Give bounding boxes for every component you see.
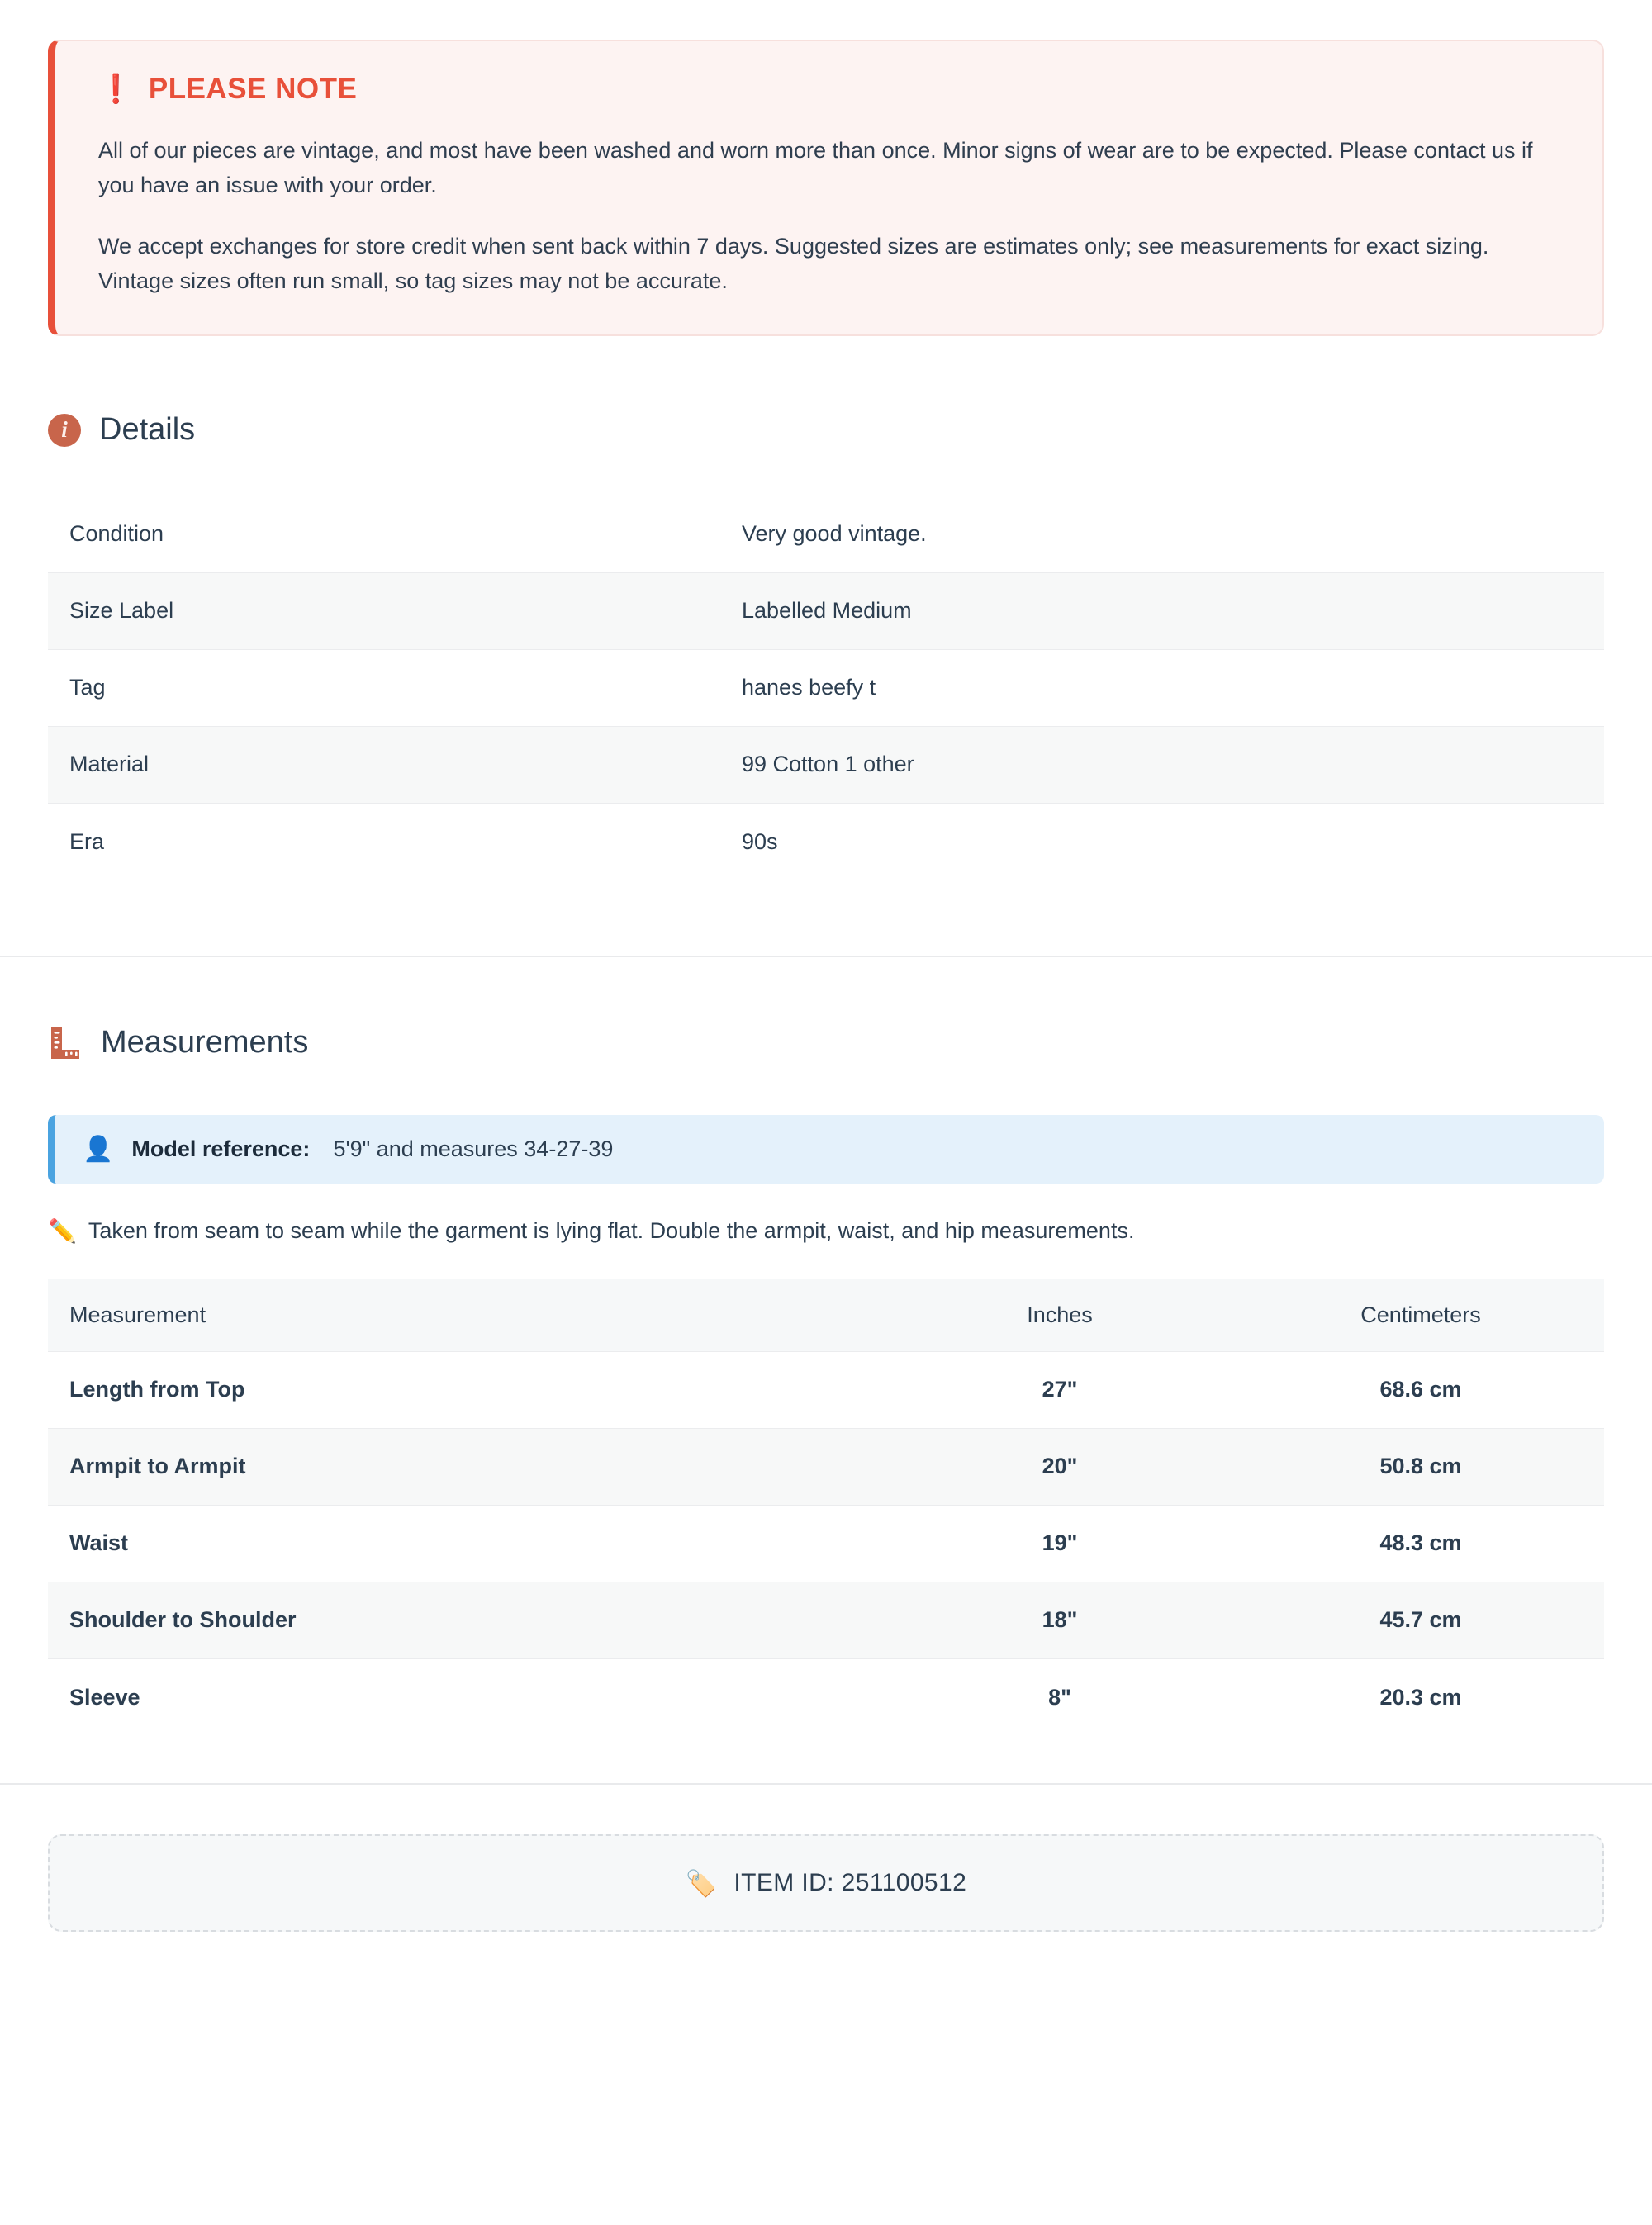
detail-label: Material bbox=[69, 752, 150, 777]
please-note-callout: ❗ PLEASE NOTE All of our pieces are vint… bbox=[48, 40, 1604, 337]
detail-value: 90s bbox=[742, 828, 778, 854]
measurement-inches: 27" bbox=[1042, 1377, 1078, 1402]
column-header-inches: Inches bbox=[882, 1279, 1237, 1352]
table-row: Length from Top 27" 68.6 cm bbox=[48, 1351, 1604, 1428]
column-header-measurement: Measurement bbox=[48, 1279, 882, 1352]
table-row: Material 99 Cotton 1 other bbox=[48, 726, 1604, 804]
details-heading-text: Details bbox=[99, 412, 196, 448]
model-reference-label: Model reference: bbox=[131, 1136, 311, 1162]
measurements-heading-text: Measurements bbox=[101, 1025, 309, 1060]
detail-label: Tag bbox=[69, 675, 106, 700]
measurements-heading: Measurements bbox=[48, 1025, 1604, 1060]
measurement-name: Sleeve bbox=[69, 1684, 140, 1710]
detail-value: Labelled Medium bbox=[742, 598, 912, 624]
detail-value: 99 Cotton 1 other bbox=[742, 752, 914, 777]
detail-label: Condition bbox=[69, 521, 164, 547]
notice-paragraph-1: All of our pieces are vintage, and most … bbox=[98, 138, 1533, 197]
table-row: Sleeve 8" 20.3 cm bbox=[48, 1658, 1604, 1735]
measurement-name: Length from Top bbox=[69, 1377, 245, 1402]
detail-label: Era bbox=[69, 828, 105, 854]
measurement-inches: 18" bbox=[1042, 1607, 1078, 1633]
measurement-cm: 68.6 cm bbox=[1379, 1377, 1462, 1402]
ruler-icon bbox=[51, 1027, 79, 1059]
detail-value: Very good vintage. bbox=[742, 521, 927, 547]
column-header-centimeters: Centimeters bbox=[1237, 1279, 1604, 1352]
exclamation-mark-icon: ❗ bbox=[98, 74, 134, 105]
measurements-section: Measurements bbox=[0, 1025, 1652, 1060]
measurement-cm: 48.3 cm bbox=[1379, 1530, 1462, 1556]
details-table-wrapper: Condition Very good vintage. Size Label … bbox=[48, 496, 1604, 880]
details-heading: i Details bbox=[48, 412, 1604, 448]
section-divider bbox=[0, 956, 1652, 958]
info-circle-icon: i bbox=[48, 413, 81, 447]
measurement-cm: 50.8 cm bbox=[1379, 1454, 1462, 1479]
measurement-name: Waist bbox=[69, 1530, 129, 1556]
model-reference-value: 5'9" and measures 34-27-39 bbox=[333, 1136, 614, 1162]
bust-in-silhouette-icon: 👤 bbox=[83, 1135, 114, 1163]
item-id-footer: 🏷️ ITEM ID: 251100512 bbox=[48, 1834, 1604, 1933]
measurements-table-section: Measurement Inches Centimeters Length fr… bbox=[0, 1279, 1652, 1735]
table-row: Era 90s bbox=[48, 803, 1604, 880]
measurement-cm: 45.7 cm bbox=[1379, 1607, 1462, 1633]
seam-note: ✏️ Taken from seam to seam while the gar… bbox=[48, 1218, 1604, 1244]
measurement-inches: 19" bbox=[1042, 1530, 1078, 1556]
measurement-inches: 8" bbox=[1048, 1684, 1071, 1710]
measurement-cm: 20.3 cm bbox=[1379, 1684, 1462, 1710]
table-row: Armpit to Armpit 20" 50.8 cm bbox=[48, 1428, 1604, 1506]
notice-paragraph-2: We accept exchanges for store credit whe… bbox=[98, 233, 1489, 293]
measurements-table: Measurement Inches Centimeters Length fr… bbox=[48, 1279, 1604, 1735]
table-row: Shoulder to Shoulder 18" 45.7 cm bbox=[48, 1582, 1604, 1659]
model-reference-callout: 👤 Model reference: 5'9" and measures 34-… bbox=[48, 1115, 1604, 1184]
product-description-page: ❗ PLEASE NOTE All of our pieces are vint… bbox=[0, 40, 1652, 2225]
table-row: Tag hanes beefy t bbox=[48, 649, 1604, 726]
please-note-title-text: PLEASE NOTE bbox=[148, 73, 358, 105]
measurement-inches: 20" bbox=[1042, 1454, 1078, 1479]
label-tag-icon: 🏷️ bbox=[685, 1868, 718, 1898]
table-row: Size Label Labelled Medium bbox=[48, 572, 1604, 650]
item-id-text: ITEM ID: 251100512 bbox=[733, 1869, 967, 1897]
table-row: Condition Very good vintage. bbox=[48, 496, 1604, 572]
detail-value: hanes beefy t bbox=[742, 675, 876, 700]
details-table: Condition Very good vintage. Size Label … bbox=[48, 496, 1604, 880]
please-note-title: ❗ PLEASE NOTE bbox=[98, 73, 1559, 106]
measurement-name: Armpit to Armpit bbox=[69, 1454, 246, 1479]
table-row: Waist 19" 48.3 cm bbox=[48, 1505, 1604, 1582]
footer-divider bbox=[0, 1783, 1652, 1786]
measurement-name: Shoulder to Shoulder bbox=[69, 1607, 297, 1633]
details-section: i Details Condition Very good vintage. S… bbox=[0, 412, 1652, 880]
measurements-table-wrapper: Measurement Inches Centimeters Length fr… bbox=[48, 1279, 1604, 1735]
detail-label: Size Label bbox=[69, 598, 174, 624]
seam-note-text: Taken from seam to seam while the garmen… bbox=[88, 1218, 1135, 1244]
table-header-row: Measurement Inches Centimeters bbox=[48, 1279, 1604, 1352]
pencil-icon: ✏️ bbox=[48, 1217, 77, 1244]
